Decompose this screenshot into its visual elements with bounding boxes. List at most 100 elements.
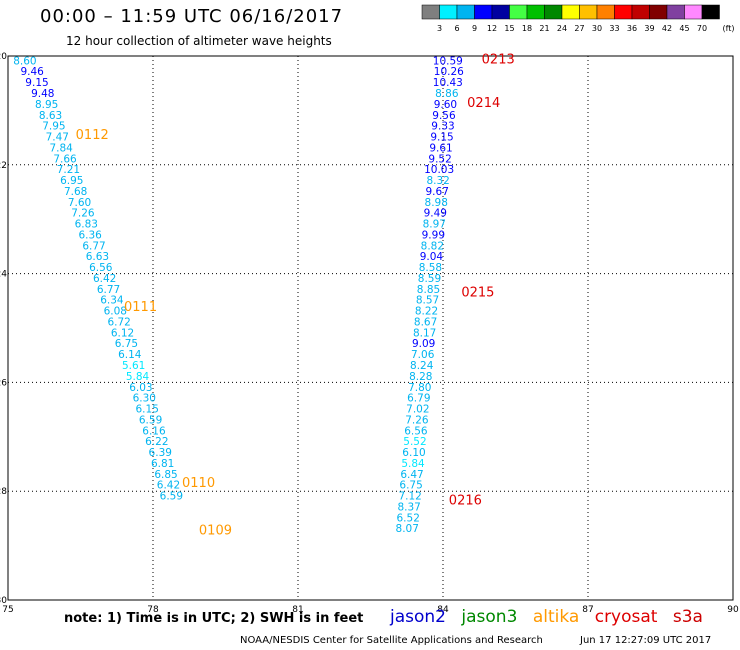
wave-height-value: 9.49: [424, 208, 447, 220]
wave-height-value: 6.59: [139, 414, 162, 426]
x-tick-label: 84: [437, 605, 449, 615]
wave-height-value: 9.67: [426, 186, 449, 198]
wave-height-value: 8.57: [416, 295, 439, 307]
colorbar-label: 12: [487, 24, 497, 33]
colorbar-swatch: [491, 4, 510, 20]
colorbar-swatch: [544, 4, 563, 20]
colorbar-swatch: [701, 4, 720, 20]
colorbar-swatch: [474, 4, 493, 20]
wave-height-value: 6.83: [75, 219, 98, 231]
colorbar-swatch: [421, 4, 440, 20]
colorbar-label: 36: [627, 24, 637, 33]
wave-height-value: 6.72: [107, 316, 130, 328]
wave-height-value: 8.59: [418, 273, 441, 285]
data-points: 8.609.469.159.488.958.637.957.477.847.66…: [13, 55, 464, 535]
colorbar-label: 6: [454, 24, 459, 33]
colorbar-swatch: [456, 4, 475, 20]
pass-time-label: 0213: [482, 53, 515, 68]
wave-height-value: 6.81: [151, 458, 174, 470]
colorbar-swatch: [631, 4, 650, 20]
y-tick-label: -20: [0, 52, 7, 62]
legend-altika: altika: [532, 607, 580, 627]
wave-height-value: 6.63: [86, 251, 109, 263]
wave-height-value: 6.22: [145, 436, 168, 448]
wave-height-value: 8.17: [413, 327, 436, 339]
wave-height-value: 6.14: [118, 349, 142, 361]
pass-time-label: 0109: [199, 523, 232, 538]
wave-height-value: 6.95: [60, 175, 83, 187]
plot-border: [7, 55, 734, 601]
wave-height-value: 10.59: [433, 55, 463, 67]
wave-height-value: 8.63: [39, 110, 62, 122]
wave-height-value: 8.85: [417, 284, 440, 296]
wave-height-value: 6.10: [402, 447, 425, 459]
wave-height-value: 9.33: [431, 121, 454, 133]
wave-height-value: 6.59: [160, 491, 183, 503]
y-tick-label: -28: [0, 487, 7, 497]
wave-height-value: 6.52: [397, 512, 420, 524]
colorbar-swatch: [439, 4, 458, 20]
wave-height-value: 6.77: [82, 240, 105, 252]
colorbar-label: 24: [557, 24, 567, 33]
satellite-legend: jason2 jason3 altika cryosat s3a: [390, 607, 713, 627]
wave-height-value: 8.32: [426, 175, 449, 187]
pass-time-label: 0110: [182, 476, 215, 491]
pass-time-label: 0215: [461, 286, 494, 301]
wave-height-value: 6.47: [400, 469, 423, 481]
wave-height-value: 7.47: [46, 132, 69, 144]
wave-height-value: 6.08: [104, 306, 127, 318]
colorbar-label: 33: [609, 24, 619, 33]
x-tick-label: 87: [582, 605, 593, 615]
wave-height-value: 6.30: [133, 393, 156, 405]
wave-height-value: 8.95: [35, 99, 58, 111]
x-tick-label: 75: [2, 605, 13, 615]
wave-height-value: 6.79: [407, 393, 430, 405]
wave-height-value: 9.46: [20, 66, 44, 78]
wave-height-value: 6.16: [142, 425, 166, 437]
wave-height-value: 6.75: [115, 338, 138, 350]
wave-height-value: 9.09: [412, 338, 435, 350]
wave-height-value: 6.12: [111, 327, 134, 339]
pass-time-label: 0112: [76, 128, 109, 143]
plot-frame: [7, 55, 734, 601]
wave-height-value: 10.43: [433, 77, 463, 89]
wave-height-value: 6.77: [97, 284, 120, 296]
colorbar-label: 3: [437, 24, 442, 33]
colorbar-swatch: [509, 4, 528, 20]
wave-height-value: 10.03: [424, 164, 454, 176]
pass-time-label: 0111: [124, 300, 157, 315]
wave-height-value: 6.75: [399, 480, 422, 492]
colorbar-label: 30: [592, 24, 602, 33]
colorbar-label: 70: [697, 24, 707, 33]
chart-subtitle: 12 hour collection of altimeter wave hei…: [66, 34, 332, 48]
y-tick-label: -30: [0, 596, 7, 606]
wave-height-value: 7.02: [406, 404, 429, 416]
wave-height-value: 7.84: [49, 142, 73, 154]
colorbar-label: 39: [644, 24, 654, 33]
wave-height-value: 9.48: [31, 88, 54, 100]
wave-height-value: 5.52: [403, 436, 426, 448]
wave-height-value: 8.28: [409, 371, 432, 383]
wave-height-value: 5.84: [126, 371, 150, 383]
colorbar-legend: 3 6 9 12 15 18 21 24 27 30 33 36 39 42 45 70 (ft): [421, 4, 735, 33]
wave-height-value: 6.39: [149, 447, 172, 459]
wave-height-value: 8.24: [410, 360, 434, 372]
y-tick-label: -24: [0, 270, 7, 280]
legend-jason2: jason2: [390, 607, 446, 627]
wave-height-value: 8.98: [425, 197, 448, 209]
pass-annotations: 0112 0111 0110 0109 0213 0214 0215 0216: [76, 53, 515, 539]
wave-height-value: 7.26: [405, 414, 429, 426]
wave-height-value: 8.97: [423, 219, 446, 231]
colorbar-swatch: [561, 4, 580, 20]
units-note: note: 1) Time is in UTC; 2) SWH is in fe…: [64, 611, 364, 626]
wave-height-value: 8.67: [414, 316, 437, 328]
wave-height-value: 7.68: [64, 186, 87, 198]
legend-jason3: jason3: [461, 607, 518, 627]
colorbar-swatch: [649, 4, 668, 20]
wave-height-value: 9.52: [428, 153, 451, 165]
wave-height-value: 7.21: [57, 164, 80, 176]
wave-height-value: 9.15: [430, 132, 453, 144]
colorbar-swatch: [666, 4, 685, 20]
y-tick-label: -26: [0, 378, 7, 388]
wave-height-value: 6.85: [154, 469, 177, 481]
